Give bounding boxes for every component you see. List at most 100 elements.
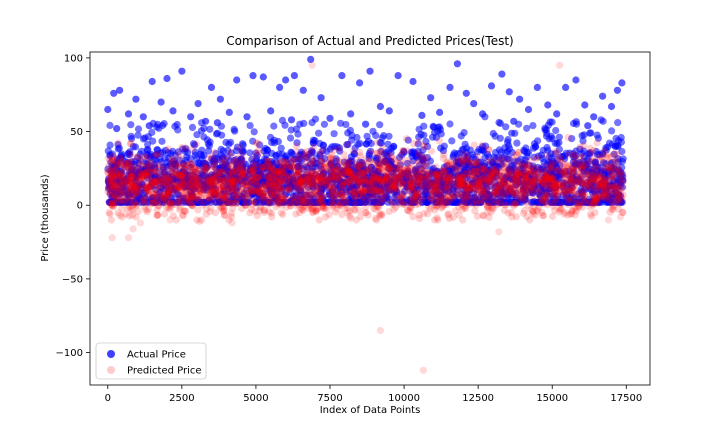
predicted-bulk-point	[315, 216, 323, 224]
actual-bulk-point	[165, 188, 173, 196]
actual-bulk-point	[495, 118, 503, 127]
actual-bulk-point	[388, 144, 396, 152]
actual-bulk-point	[190, 140, 198, 148]
predicted-bulk-point	[160, 210, 169, 218]
actual-bulk-point	[274, 137, 282, 146]
predicted-bulk-point	[403, 135, 411, 143]
actual-bulk-point	[437, 144, 445, 152]
predicted-bulk-point	[473, 212, 481, 220]
actual-bulk-point	[363, 132, 371, 140]
predicted-bulk-point	[422, 154, 430, 162]
predicted-bulk-point	[564, 133, 572, 142]
actual-bulk-point	[188, 123, 197, 131]
predicted-bulk-point	[427, 147, 435, 155]
actual-bulk-point	[557, 169, 565, 177]
predicted-bulk-point	[206, 208, 214, 216]
predicted-bulk-point	[608, 153, 616, 161]
predicted-bulk-point	[415, 215, 424, 223]
actual-bulk-point	[523, 124, 531, 132]
actual-bulk-point	[450, 149, 458, 157]
actual-bulk-point	[415, 125, 423, 133]
actual-bulk-point	[497, 172, 505, 180]
actual-bulk-point	[542, 132, 551, 140]
actual-bulk-point	[270, 122, 278, 130]
predicted-bulk-point	[532, 155, 540, 163]
predicted-bulk-point	[143, 154, 151, 162]
actual-bulk-point	[246, 149, 254, 157]
actual-bulk-point	[448, 137, 456, 145]
predicted-bulk-point	[440, 151, 448, 159]
actual-bulk-point	[332, 155, 340, 163]
actual-bulk-point	[403, 159, 411, 168]
predicted-bulk-point	[415, 138, 423, 146]
predicted-bulk-point	[520, 164, 529, 172]
actual-bulk-point	[206, 125, 214, 133]
actual-bulk-point	[376, 160, 384, 168]
actual-bulk-point	[587, 129, 595, 137]
predicted-bulk-point	[551, 156, 559, 165]
actual-bulk-point	[612, 134, 620, 143]
predicted-bulk-point	[464, 193, 473, 201]
predicted-bulk-point	[433, 175, 441, 183]
actual-bulk-point	[491, 178, 499, 187]
predicted-bulk-point	[543, 152, 551, 160]
actual-bulk-point	[555, 133, 563, 141]
actual-bulk-point	[469, 154, 478, 162]
predicted-bulk-point	[356, 149, 364, 157]
actual-bulk-point	[173, 120, 181, 129]
predicted-bulk-point	[398, 192, 406, 200]
actual-bulk-point	[316, 162, 324, 170]
actual-bulk-point	[559, 183, 567, 191]
predicted-bulk-point	[560, 166, 568, 174]
actual-bulk-point	[453, 191, 461, 199]
actual-bulk-point	[190, 185, 198, 193]
actual-bulk-point	[546, 118, 554, 126]
actual-bulk-point	[134, 131, 142, 139]
actual-bulk-point	[508, 129, 516, 137]
predicted-bulk-point	[460, 198, 468, 207]
actual-bulk-point	[134, 125, 143, 133]
predicted-bulk-point	[253, 212, 261, 220]
predicted-bulk-point	[480, 212, 488, 220]
predicted-bulk-point	[609, 174, 617, 182]
predicted-bulk-point	[296, 184, 304, 193]
actual-bulk-point	[429, 133, 437, 141]
actual-bulk-point	[344, 141, 352, 149]
actual-bulk-point	[582, 161, 590, 169]
predicted-bulk-point	[402, 156, 410, 164]
actual-bulk-point	[446, 120, 454, 128]
actual-bulk-point	[292, 125, 300, 133]
predicted-bulk-point	[433, 214, 441, 222]
predicted-bulk-point	[192, 140, 200, 148]
actual-bulk-point	[419, 157, 427, 165]
actual-bulk-point	[266, 133, 275, 141]
actual-bulk-point	[188, 191, 196, 199]
predicted-bulk-point	[534, 207, 542, 215]
predicted-bulk-point	[510, 202, 518, 210]
actual-bulk-point	[149, 137, 157, 145]
predicted-bulk-point	[246, 209, 254, 217]
actual-bulk-point	[249, 137, 257, 145]
actual-bulk-point	[204, 175, 212, 183]
actual-bulk-point	[297, 151, 305, 159]
actual-bulk-point	[437, 130, 445, 138]
predicted-bulk-point	[580, 142, 588, 150]
predicted-bulk-point	[569, 159, 578, 167]
predicted-bulk-point	[352, 161, 360, 169]
actual-bulk-point	[489, 129, 497, 138]
predicted-bulk-point	[418, 196, 426, 204]
actual-bulk-point	[504, 136, 512, 144]
predicted-bulk-point	[349, 147, 357, 155]
predicted-bulk-point	[376, 210, 384, 218]
predicted-bulk-point	[409, 213, 417, 221]
actual-bulk-point	[106, 141, 114, 149]
actual-bulk-point	[523, 149, 531, 157]
actual-bulk-point	[191, 168, 200, 176]
actual-bulk-point	[311, 115, 320, 123]
actual-bulk-point	[239, 141, 247, 149]
predicted-bulk-point	[478, 141, 486, 149]
actual-bulk-point	[320, 120, 328, 128]
actual-bulk-point	[362, 140, 370, 148]
actual-bulk-point	[250, 128, 258, 136]
